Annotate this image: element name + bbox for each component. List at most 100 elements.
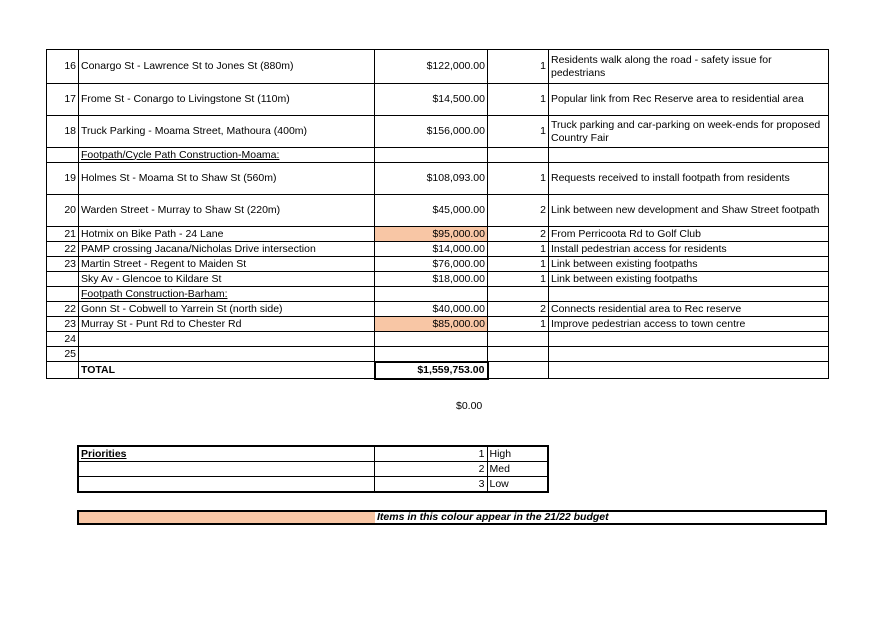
row-comment (548, 286, 829, 302)
row-cost: $76,000.00 (374, 256, 488, 272)
row-number: 25 (46, 346, 79, 362)
total-comment-spacer (548, 361, 829, 379)
row-number: 23 (46, 316, 79, 332)
row-comment: Connects residential area to Rec reserve (548, 301, 829, 317)
table-row: 23 Martin Street - Regent to Maiden St $76… (46, 256, 829, 272)
row-cost: $156,000.00 (374, 115, 488, 148)
priorities-spacer (77, 476, 375, 493)
row-number (46, 147, 79, 163)
row-name: Sky Av - Glencoe to Kildare St (78, 271, 375, 287)
row-number: 20 (46, 194, 79, 227)
row-priority: 2 (487, 226, 549, 242)
zero-value: $0.00 (456, 400, 483, 412)
row-cost: $108,093.00 (374, 162, 488, 195)
row-priority: 1 (487, 115, 549, 148)
row-name: Murray St - Punt Rd to Chester Rd (78, 316, 375, 332)
table-row: 22 Gonn St - Cobwell to Yarrein St (north… (46, 301, 829, 317)
priorities-table: Priorities 1 High 2 Med 3 Low (77, 445, 549, 493)
row-priority: 1 (487, 316, 549, 332)
table-row: 24 (46, 331, 829, 347)
section-row: Footpath/Cycle Path Construction-Moama: (46, 147, 829, 163)
row-name: Frome St - Conargo to Livingstone St (11… (78, 83, 375, 116)
priority-number: 1 (373, 445, 488, 462)
row-priority: 1 (487, 162, 549, 195)
row-cost (374, 147, 488, 163)
row-name: Martin Street - Regent to Maiden St (78, 256, 375, 272)
table-row: Sky Av - Glencoe to Kildare St $18,000.00… (46, 271, 829, 287)
row-number: 21 (46, 226, 79, 242)
total-row: TOTAL $1,559,753.00 (46, 360, 829, 380)
legend-swatch (79, 512, 375, 523)
row-priority (487, 286, 549, 302)
row-number: 22 (46, 241, 79, 257)
row-priority: 1 (487, 49, 549, 84)
total-amount: $1,559,753.00 (373, 360, 489, 380)
priorities-title: Priorities (77, 445, 375, 462)
row-comment (548, 346, 829, 362)
row-comment: Install pedestrian access for residents (548, 241, 829, 257)
row-number: 16 (46, 49, 79, 84)
row-comment: Requests received to install footpath fr… (548, 162, 829, 195)
row-cost (374, 286, 488, 302)
row-number: 18 (46, 115, 79, 148)
row-comment: Link between existing footpaths (548, 271, 829, 287)
section-row: Footpath Construction-Barham: (46, 286, 829, 302)
row-comment: Link between existing footpaths (548, 256, 829, 272)
table-row: 16 Conargo St - Lawrence St to Jones St (… (46, 49, 829, 84)
row-comment: From Perricoota Rd to Golf Club (548, 226, 829, 242)
row-priority (487, 331, 549, 347)
row-cost: $45,000.00 (374, 194, 488, 227)
works-table: 16 Conargo St - Lawrence St to Jones St (… (46, 49, 829, 380)
row-comment: Popular link from Rec Reserve area to re… (548, 83, 829, 116)
row-name: Warden Street - Murray to Shaw St (220m) (78, 194, 375, 227)
priority-label: Low (486, 476, 549, 493)
row-number: 23 (46, 256, 79, 272)
priorities-spacer (77, 461, 375, 477)
row-comment (548, 331, 829, 347)
row-cost (374, 331, 488, 347)
row-priority (487, 346, 549, 362)
row-name: Holmes St - Moama St to Shaw St (560m) (78, 162, 375, 195)
table-row: 22 PAMP crossing Jacana/Nicholas Drive in… (46, 241, 829, 257)
row-name (78, 331, 375, 347)
row-comment: Residents walk along the road - safety i… (548, 49, 829, 84)
table-row: 20 Warden Street - Murray to Shaw St (220… (46, 194, 829, 227)
row-cost: $95,000.00 (374, 226, 488, 242)
row-cost: $14,000.00 (374, 241, 488, 257)
priority-number: 2 (373, 461, 488, 477)
table-row: 18 Truck Parking - Moama Street, Mathoura… (46, 115, 829, 148)
row-name: Truck Parking - Moama Street, Mathoura (… (78, 115, 375, 148)
row-priority: 1 (487, 241, 549, 257)
row-number: 24 (46, 331, 79, 347)
row-cost: $85,000.00 (374, 316, 488, 332)
table-row: 19 Holmes St - Moama St to Shaw St (560m)… (46, 162, 829, 195)
table-row: 23 Murray St - Punt Rd to Chester Rd $85,0… (46, 316, 829, 332)
row-cost: $122,000.00 (374, 49, 488, 84)
priority-number: 3 (373, 476, 488, 493)
row-number: 17 (46, 83, 79, 116)
section-title: Footpath Construction-Barham: (78, 286, 375, 302)
table-row: 17 Frome St - Conargo to Livingstone St (… (46, 83, 829, 116)
priorities-row: 3 Low (77, 476, 549, 493)
row-priority (487, 147, 549, 163)
priorities-row: Priorities 1 High (77, 445, 549, 462)
budget-legend: Items in this colour appear in the 21/22… (77, 510, 827, 525)
row-comment: Improve pedestrian access to town centre (548, 316, 829, 332)
total-spacer (46, 361, 79, 379)
total-label: TOTAL (78, 361, 375, 379)
row-name (78, 346, 375, 362)
row-comment: Truck parking and car-parking on week-en… (548, 115, 829, 148)
row-cost: $14,500.00 (374, 83, 488, 116)
row-priority: 1 (487, 83, 549, 116)
row-comment (548, 147, 829, 163)
row-name: Hotmix on Bike Path - 24 Lane (78, 226, 375, 242)
row-priority: 2 (487, 301, 549, 317)
priority-label: Med (486, 461, 549, 477)
total-priority-spacer (487, 361, 549, 379)
works-table-body: 16 Conargo St - Lawrence St to Jones St (… (46, 49, 829, 380)
row-name: PAMP crossing Jacana/Nicholas Drive inte… (78, 241, 375, 257)
priority-label: High (486, 445, 549, 462)
row-cost: $18,000.00 (374, 271, 488, 287)
table-row: 25 (46, 346, 829, 362)
row-name: Gonn St - Cobwell to Yarrein St (north s… (78, 301, 375, 317)
